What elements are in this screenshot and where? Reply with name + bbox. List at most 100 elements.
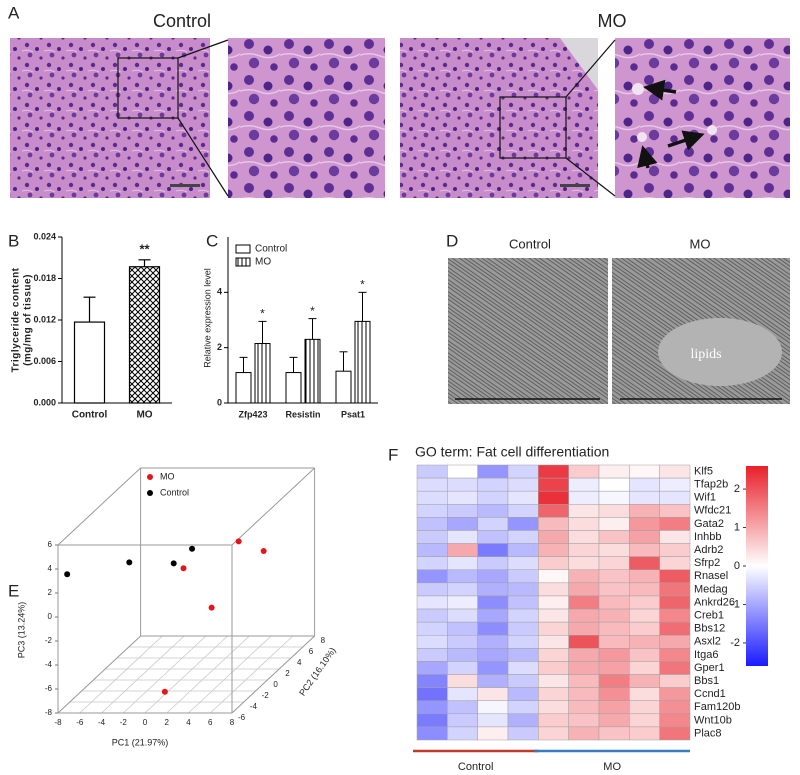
cell — [477, 661, 509, 675]
y-tick-label: 0.006 — [33, 356, 56, 366]
point — [235, 538, 242, 545]
cell — [447, 595, 478, 610]
cell — [659, 477, 691, 492]
cell — [477, 490, 509, 505]
bar — [354, 320, 371, 404]
legend-swatch — [235, 244, 251, 254]
bar — [304, 338, 321, 404]
cell — [416, 634, 448, 649]
cell — [598, 504, 630, 518]
cell — [659, 582, 691, 597]
colorbar-label: 0 — [734, 560, 740, 572]
histology-zoom — [615, 38, 790, 198]
x-tick-label: Resistin — [285, 409, 320, 419]
histology-image — [400, 38, 598, 198]
z-axis-label: PC3 (13.24%) — [16, 602, 26, 659]
row-label: Tfap2b — [694, 479, 728, 491]
cell — [477, 700, 509, 715]
cell — [477, 569, 509, 584]
row-label: Gata2 — [694, 518, 724, 530]
cell — [507, 504, 539, 518]
cell — [568, 504, 600, 518]
cell — [538, 464, 569, 479]
cell — [598, 674, 630, 688]
row-label: Asxl2 — [694, 636, 721, 648]
x-tick-label: -8 — [54, 718, 62, 727]
x-tick-label: -2 — [120, 718, 128, 727]
cell — [659, 648, 691, 662]
cell — [568, 582, 600, 597]
cell — [447, 687, 478, 701]
lipid-droplet — [707, 125, 717, 135]
panel-label: F — [388, 445, 398, 464]
cell — [568, 543, 600, 557]
cell — [629, 530, 660, 544]
cell — [568, 634, 600, 649]
cell — [416, 477, 448, 492]
bar — [128, 266, 161, 404]
cell — [538, 713, 569, 728]
cell — [568, 477, 600, 492]
y-tick-label: 6 — [309, 647, 314, 656]
point — [170, 560, 177, 567]
cell — [538, 608, 569, 623]
arrow — [637, 145, 658, 169]
scale-bar — [170, 184, 200, 187]
cell — [629, 477, 660, 492]
cell — [416, 530, 448, 544]
y-tick-label: 8 — [321, 636, 326, 645]
cell — [598, 517, 630, 531]
cell — [416, 556, 448, 571]
cell — [416, 490, 448, 505]
box-edge — [57, 635, 141, 714]
cell — [598, 648, 630, 662]
cell — [416, 464, 448, 479]
cell — [507, 674, 539, 688]
cell — [416, 648, 448, 662]
tem-label: MO — [690, 236, 711, 251]
y-axis-label: Relative expression level — [202, 268, 212, 368]
cell — [629, 543, 660, 557]
cell — [507, 595, 539, 610]
grid-line — [188, 635, 272, 714]
cell — [447, 648, 478, 662]
box-edge — [57, 467, 141, 546]
y-tick-label: 0 — [217, 397, 222, 407]
cell — [477, 621, 509, 636]
y-tick-label: 0.024 — [33, 231, 56, 241]
grid-line — [166, 635, 250, 714]
panel-label: D — [446, 231, 458, 250]
cell — [507, 530, 539, 544]
cell — [659, 543, 691, 557]
x-tick-label: Psat1 — [341, 409, 365, 419]
y-tick-label: -6 — [238, 713, 246, 722]
cell — [568, 648, 600, 662]
cell — [598, 700, 630, 715]
point — [126, 559, 133, 566]
zoom-line — [177, 39, 229, 197]
cell — [477, 556, 509, 571]
cell — [629, 634, 660, 649]
cell — [416, 621, 448, 636]
cell — [598, 595, 630, 610]
tem-image — [448, 258, 608, 404]
cell — [629, 608, 660, 623]
point — [208, 604, 215, 611]
y-tick-label: 0.018 — [33, 273, 56, 283]
cell — [507, 569, 539, 584]
cell — [568, 726, 600, 741]
colorbar-label: -2 — [730, 637, 740, 649]
cell — [447, 477, 478, 492]
cell — [416, 726, 448, 741]
cell — [598, 530, 630, 544]
cell — [659, 517, 691, 531]
row-label: Adrb2 — [694, 544, 723, 556]
cell — [416, 608, 448, 623]
cell — [507, 556, 539, 571]
cell — [629, 569, 660, 584]
cell — [659, 661, 691, 675]
y-tick-label: 0.000 — [33, 397, 56, 407]
histology-label: MO — [598, 11, 627, 31]
cell — [629, 464, 660, 479]
